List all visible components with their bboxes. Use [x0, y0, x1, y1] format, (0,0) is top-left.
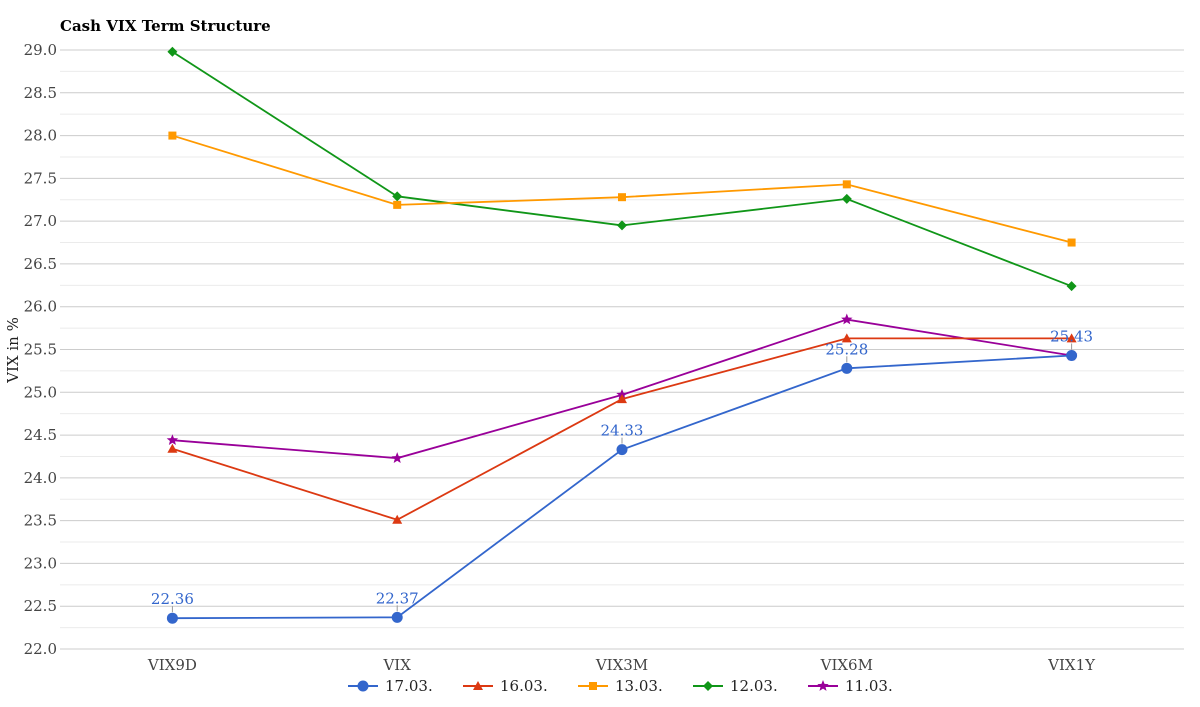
legend-marker — [589, 682, 597, 690]
legend-marker — [357, 680, 369, 692]
legend-item[interactable]: 11.03. — [808, 677, 893, 695]
legend-item[interactable]: 12.03. — [693, 677, 778, 695]
y-tick-label: 24.0 — [24, 469, 57, 487]
series-17-03 — [166, 349, 1078, 624]
y-tick-label: 27.0 — [24, 212, 57, 230]
y-axis-title: VIX in % — [4, 317, 22, 384]
y-tick-label: 29.0 — [24, 41, 57, 59]
data-point — [392, 514, 403, 524]
y-tick-label: 25.5 — [24, 341, 57, 359]
legend-label: 16.03. — [500, 677, 548, 695]
y-tick-label: 28.5 — [24, 84, 57, 102]
legend-label: 17.03. — [385, 677, 433, 695]
data-label: 22.37 — [376, 589, 419, 607]
legend-marker — [703, 681, 713, 691]
series-12-03 — [167, 46, 1077, 292]
legend-item[interactable]: 16.03. — [463, 677, 548, 695]
x-tick-label: VIX — [382, 656, 411, 674]
legend-label: 11.03. — [845, 677, 893, 695]
data-point — [842, 180, 851, 189]
y-tick-label: 26.5 — [24, 255, 57, 273]
legend-item[interactable]: 13.03. — [578, 677, 663, 695]
data-point — [168, 131, 177, 140]
y-tick-label: 26.0 — [24, 298, 57, 316]
data-point — [841, 313, 853, 325]
data-point — [841, 193, 852, 204]
legend-label: 12.03. — [730, 677, 778, 695]
series-line — [171, 50, 1072, 288]
series-13-03 — [168, 131, 1076, 247]
grid — [60, 49, 1184, 650]
data-point — [1066, 333, 1077, 343]
y-tick-label: 23.0 — [24, 554, 57, 572]
legend[interactable]: 17.03. 16.03. 13.03. 12.03. 11.03. — [348, 677, 893, 695]
data-point — [1066, 349, 1078, 361]
data-point — [166, 612, 178, 624]
x-tick-label: VIX9D — [147, 656, 197, 674]
y-tick-label: 28.0 — [24, 127, 57, 145]
data-label: 24.33 — [601, 422, 644, 440]
series-area — [166, 46, 1078, 624]
series-16-03 — [167, 333, 1077, 524]
x-tick-label: VIX3M — [595, 656, 648, 674]
legend-marker — [817, 680, 829, 691]
data-point — [617, 394, 627, 404]
data-point — [617, 220, 627, 231]
data-point — [841, 333, 852, 343]
data-point — [392, 191, 403, 202]
x-tick-label: VIX1Y — [1047, 656, 1096, 674]
data-point — [1066, 281, 1077, 292]
data-point — [393, 200, 402, 209]
data-label: 25.28 — [825, 340, 868, 358]
y-tick-label: 22.0 — [24, 640, 57, 658]
x-tick-label: VIX6M — [820, 656, 873, 674]
y-tick-label: 22.5 — [24, 597, 57, 615]
data-point — [841, 362, 853, 374]
data-point — [167, 46, 178, 57]
data-labels: 22.36 22.37 24.33 25.28 25.43 — [151, 327, 1093, 613]
chart-title: Cash VIX Term Structure — [60, 17, 271, 35]
data-point — [618, 193, 626, 202]
data-point — [391, 611, 403, 623]
y-tick-label: 24.5 — [24, 426, 57, 444]
legend-label: 13.03. — [615, 677, 663, 695]
y-tick-label: 25.0 — [24, 383, 57, 401]
legend-item[interactable]: 17.03. — [348, 677, 433, 695]
data-point — [166, 434, 179, 446]
data-label: 22.36 — [151, 590, 194, 608]
data-point — [391, 452, 403, 464]
y-tick-label: 23.5 — [24, 512, 57, 530]
data-point — [167, 443, 178, 453]
y-axis: 22.0 22.5 23.0 23.5 24.0 24.5 25.0 25.5 26.0 26.5… — [24, 41, 57, 658]
legend-marker — [473, 681, 483, 690]
data-point — [1067, 238, 1076, 247]
data-point — [616, 444, 628, 456]
x-axis: VIX9D VIX VIX3M VIX6M VIX1Y — [147, 656, 1096, 674]
data-label: 25.43 — [1050, 327, 1093, 345]
y-tick-label: 27.5 — [24, 169, 57, 187]
